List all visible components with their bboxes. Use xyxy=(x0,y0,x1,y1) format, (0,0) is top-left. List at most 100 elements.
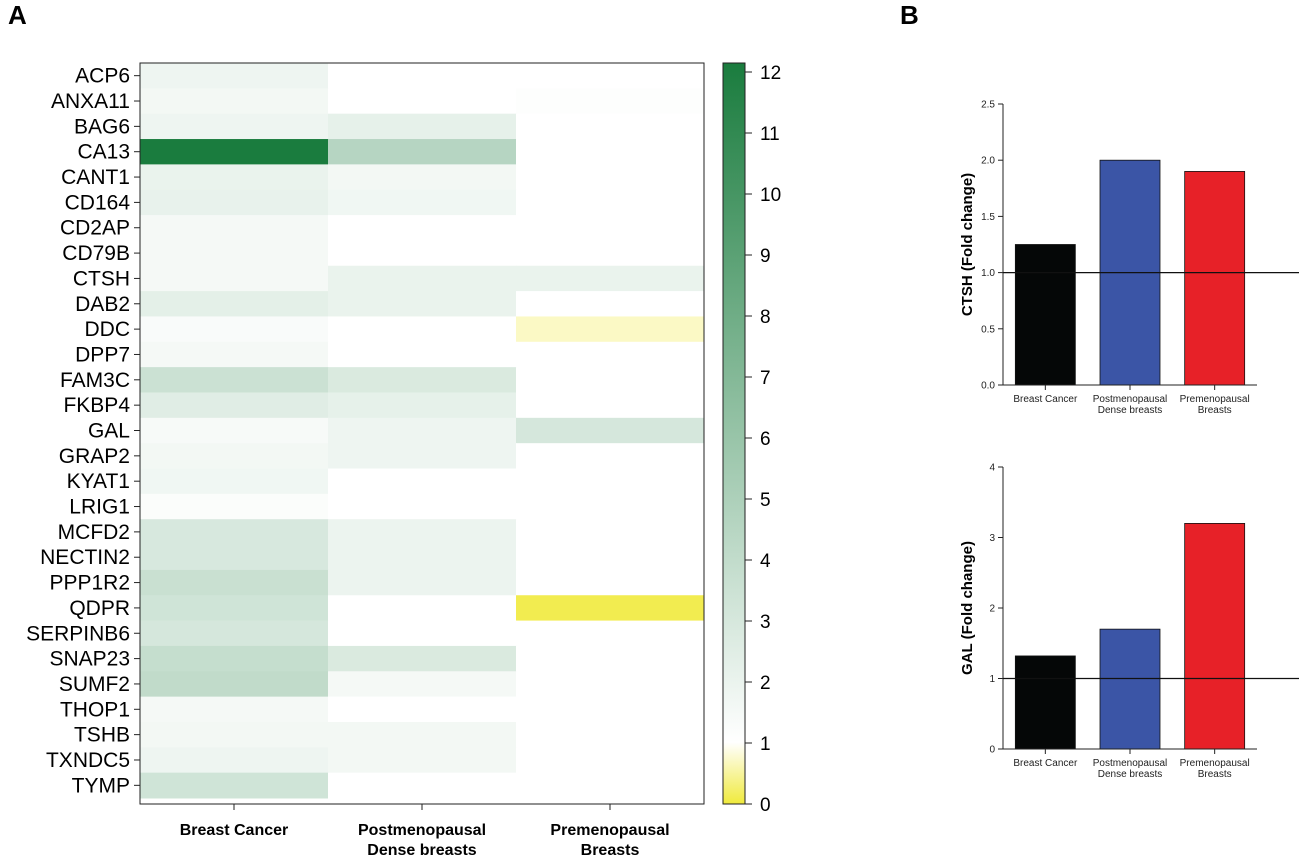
bar-premenopausal-breasts xyxy=(1184,523,1246,750)
heatmap-cell-bag6-2 xyxy=(328,113,517,140)
y-tick-label: 2 xyxy=(989,604,995,615)
row-label-anxa11: ANXA11 xyxy=(51,90,130,113)
heatmap-cell-ppp1r2-1 xyxy=(140,569,329,596)
heatmap-cell-gal-2 xyxy=(328,417,517,444)
y-tick-label: 3 xyxy=(989,533,995,544)
row-label-dab2: DAB2 xyxy=(75,293,130,316)
x-category-label-breast-cancer: Breast Cancer xyxy=(1013,394,1078,405)
heatmap-cell-dpp7-1 xyxy=(140,341,329,368)
y-tick-label: 1.0 xyxy=(981,268,995,279)
y-tick-label: 4 xyxy=(989,463,995,474)
heatmap-cell-grap2-2 xyxy=(328,443,517,470)
heatmap-cell-bag6-3 xyxy=(516,113,705,140)
row-label-ctsh: CTSH xyxy=(73,267,130,290)
heatmap-cell-ddc-3 xyxy=(516,316,705,343)
heatmap-cell-dpp7-3 xyxy=(516,341,705,368)
colorbar-tick-label: 8 xyxy=(760,307,771,328)
heatmap-cell-tymp-3 xyxy=(516,772,705,799)
heatmap-cell-fkbp4-1 xyxy=(140,392,329,419)
y-tick-label: 0.0 xyxy=(981,381,995,392)
row-label-gal: GAL xyxy=(88,420,130,443)
heatmap-cell-cant1-3 xyxy=(516,164,705,191)
heatmap-cell-cd2ap-3 xyxy=(516,215,705,241)
heatmap-cell-cant1-1 xyxy=(140,164,329,191)
row-label-mcfd2: MCFD2 xyxy=(58,521,130,544)
column-label-postmenopausal-dense-breasts: Postmenopausal Dense breasts xyxy=(358,822,486,858)
colorbar-tick-label: 5 xyxy=(760,490,771,511)
colorbar-tick-label: 6 xyxy=(760,429,771,450)
heatmap-cell-fam3c-3 xyxy=(516,367,705,393)
heatmap-cell-tshb-3 xyxy=(516,721,705,748)
bar-breast-cancer xyxy=(1014,244,1076,386)
row-label-cd79b: CD79B xyxy=(62,242,130,265)
row-label-tymp: TYMP xyxy=(72,774,130,797)
row-label-sumf2: SUMF2 xyxy=(59,673,130,696)
heatmap-cell-anxa11-1 xyxy=(140,88,329,115)
x-category-label-postmenopausal-dense-breasts: Postmenopausal Dense breasts xyxy=(1093,758,1168,780)
colorbar-tick-label: 0 xyxy=(760,795,771,816)
heatmap-cell-lrig1-1 xyxy=(140,493,329,520)
colorbar-tick-label: 2 xyxy=(760,673,771,694)
heatmap-cell-txndc5-3 xyxy=(516,747,705,774)
x-category-label-premenopausal-breasts: Premenopausal Breasts xyxy=(1180,394,1250,416)
heatmap-cell-nectin2-1 xyxy=(140,544,329,571)
panel-a-label: A xyxy=(8,0,27,30)
heatmap-cell-ca13-2 xyxy=(328,139,517,165)
heatmap-cell-acp6-3 xyxy=(516,63,705,89)
heatmap-cell-thop1-3 xyxy=(516,696,705,723)
heatmap-cell-dab2-3 xyxy=(516,291,705,317)
heatmap-cell-dab2-1 xyxy=(140,291,329,317)
row-label-serpinb6: SERPINB6 xyxy=(26,622,130,645)
heatmap-cell-kyat1-3 xyxy=(516,468,705,495)
heatmap-cell-mcfd2-2 xyxy=(328,519,517,546)
row-label-lrig1: LRIG1 xyxy=(69,496,130,519)
heatmap-cell-cd79b-2 xyxy=(328,240,517,267)
row-label-kyat1: KYAT1 xyxy=(67,470,130,493)
heatmap-cell-thop1-1 xyxy=(140,696,329,723)
colorbar-tick-label: 3 xyxy=(760,612,771,633)
heatmap-cell-lrig1-2 xyxy=(328,493,517,520)
row-label-thop1: THOP1 xyxy=(60,698,130,721)
row-label-bag6: BAG6 xyxy=(74,115,130,138)
heatmap-cell-gal-1 xyxy=(140,417,329,444)
row-label-cd2ap: CD2AP xyxy=(60,217,130,240)
y-axis-label: GAL (Fold change) xyxy=(959,541,976,675)
heatmap-cell-dab2-2 xyxy=(328,291,517,317)
heatmap-cell-grap2-1 xyxy=(140,443,329,470)
bar-postmenopausal-dense-breasts xyxy=(1099,628,1161,750)
row-label-txndc5: TXNDC5 xyxy=(46,749,130,772)
heatmap-cells xyxy=(140,63,705,799)
heatmap-cell-ppp1r2-2 xyxy=(328,569,517,596)
row-label-cant1: CANT1 xyxy=(61,166,130,189)
heatmap-cell-anxa11-2 xyxy=(328,88,517,115)
heatmap-cell-qdpr-2 xyxy=(328,595,517,622)
y-tick-label: 2.0 xyxy=(981,156,995,167)
heatmap-cell-kyat1-2 xyxy=(328,468,517,495)
heatmap-cell-cd2ap-2 xyxy=(328,215,517,241)
row-label-tshb: TSHB xyxy=(74,724,130,747)
heatmap-column-labels: Breast Cancer Postmenopausal Dense breasts… xyxy=(180,804,670,858)
heatmap-cell-cd79b-3 xyxy=(516,240,705,267)
heatmap-cell-ppp1r2-3 xyxy=(516,569,705,596)
x-category-label-premenopausal-breasts: Premenopausal Breasts xyxy=(1180,758,1250,780)
colorbar-tick-label: 1 xyxy=(760,734,771,755)
heatmap-cell-thop1-2 xyxy=(328,696,517,723)
heatmap-cell-kyat1-1 xyxy=(140,468,329,495)
heatmap-cell-ca13-1 xyxy=(140,139,329,165)
bar-premenopausal-breasts xyxy=(1184,171,1246,386)
heatmap-cell-anxa11-3 xyxy=(516,88,705,115)
heatmap-cell-fkbp4-2 xyxy=(328,392,517,419)
heatmap-cell-sumf2-2 xyxy=(328,671,517,698)
heatmap-cell-sumf2-3 xyxy=(516,671,705,698)
row-label-fam3c: FAM3C xyxy=(60,369,130,392)
heatmap-cell-qdpr-1 xyxy=(140,595,329,622)
row-label-snap23: SNAP23 xyxy=(49,648,130,671)
heatmap-cell-ctsh-3 xyxy=(516,265,705,292)
colorbar-gradient xyxy=(722,62,746,805)
y-tick-label: 0 xyxy=(989,745,995,756)
